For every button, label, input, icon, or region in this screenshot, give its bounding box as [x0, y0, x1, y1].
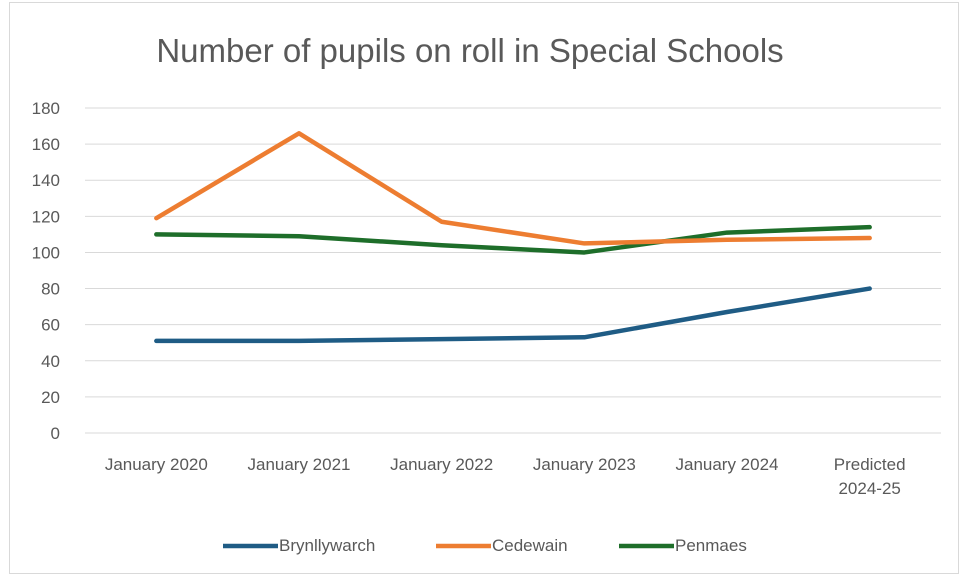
chart-title: Number of pupils on roll in Special Scho… [156, 32, 783, 69]
y-tick-label: 160 [32, 135, 60, 154]
x-tick-label-line: January 2021 [247, 455, 350, 474]
y-tick-label: 60 [41, 316, 60, 335]
x-tick-label: January 2020 [105, 455, 208, 474]
x-tick-label: January 2023 [533, 455, 636, 474]
series-line-brynllywarch [154, 286, 872, 344]
x-tick-label: Predicted 2024-25 [834, 455, 906, 498]
series-line-cedewain [154, 131, 872, 246]
legend-item-brynllywarch: Brynllywarch [223, 536, 375, 555]
legend-item-penmaes: Penmaes [619, 536, 747, 555]
legend-item-cedewain: Cedewain [436, 536, 568, 555]
x-tick-label-line: January 2022 [390, 455, 493, 474]
series-lines [154, 131, 872, 344]
y-tick-label: 120 [32, 207, 60, 226]
y-tick-label: 80 [41, 280, 60, 299]
y-tick-label: 100 [32, 243, 60, 262]
x-tick-label-line: January 2023 [533, 455, 636, 474]
x-tick-label: January 2024 [675, 455, 778, 474]
gridlines [85, 107, 941, 434]
y-axis-ticks: 0 20 40 60 80 100 120 140 160 180 [32, 99, 60, 443]
legend-label: Brynllywarch [279, 536, 375, 555]
y-tick-label: 180 [32, 99, 60, 118]
legend-label: Penmaes [675, 536, 747, 555]
chart-frame [9, 2, 959, 574]
legend: Brynllywarch Cedewain Penmaes [223, 536, 747, 555]
x-axis-ticks: January 2020 January 2021 January 2022 Janu… [105, 455, 906, 498]
x-tick-label-line: January 2020 [105, 455, 208, 474]
x-tick-label: January 2022 [390, 455, 493, 474]
y-tick-label: 20 [41, 388, 60, 407]
legend-label: Cedewain [492, 536, 568, 555]
x-tick-label-line: January 2024 [675, 455, 778, 474]
x-tick-label-line: 2024-25 [838, 479, 900, 498]
y-tick-label: 140 [32, 171, 60, 190]
y-tick-label: 0 [51, 424, 60, 443]
y-tick-label: 40 [41, 352, 60, 371]
x-tick-label: January 2021 [247, 455, 350, 474]
x-tick-label-line: Predicted [834, 455, 906, 474]
series-line-penmaes [154, 224, 872, 255]
